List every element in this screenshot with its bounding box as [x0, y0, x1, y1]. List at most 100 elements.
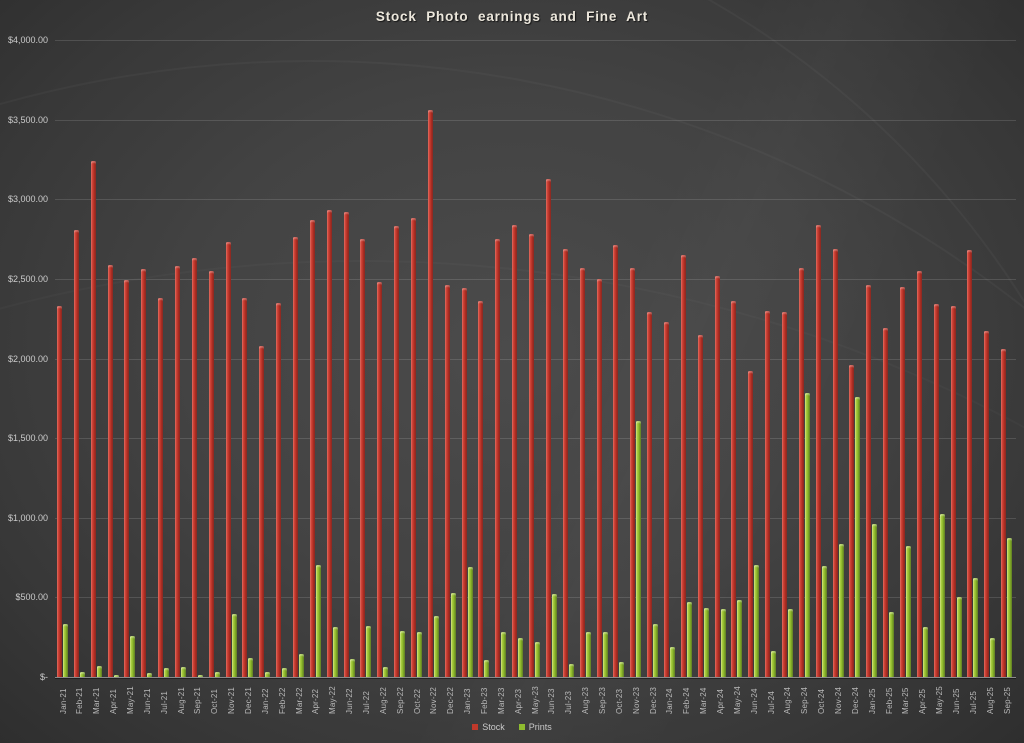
bar-prints	[619, 661, 625, 677]
x-axis-tick-label: Feb-24	[682, 687, 692, 714]
x-axis-tick-label: Jun-25	[952, 688, 962, 714]
bar-prints	[518, 637, 524, 677]
bar-stock	[933, 304, 939, 677]
bar-prints	[63, 624, 68, 677]
bar-prints	[400, 630, 406, 677]
gridline	[55, 199, 1016, 201]
bar-stock	[495, 239, 501, 677]
bar-stock	[832, 248, 838, 677]
x-axis-tick-label: Feb-25	[884, 687, 894, 714]
bar-stock	[242, 297, 248, 677]
gridline	[55, 438, 1016, 440]
bar-prints	[602, 632, 608, 677]
x-axis-tick-label: Oct-24	[817, 688, 827, 714]
bar-stock	[259, 345, 265, 677]
x-axis-tick-label: Dec-21	[243, 687, 253, 714]
bar-stock	[815, 224, 821, 677]
x-axis-tick-label: Jul-23	[564, 691, 574, 714]
bar-prints	[973, 578, 979, 677]
y-axis-tick-label: $3,000.00	[7, 194, 48, 205]
bar-prints	[551, 594, 557, 677]
y-axis-tick-label: $1,500.00	[7, 433, 48, 444]
x-axis-tick-label: Apr-25	[918, 688, 928, 714]
bar-prints	[771, 650, 777, 677]
x-axis-tick-label: Jun-21	[142, 688, 152, 714]
bar-stock	[529, 234, 535, 677]
bar-prints	[990, 637, 996, 677]
bar-stock	[916, 270, 922, 677]
x-axis-tick-label: Feb-21	[75, 687, 85, 714]
bar-stock	[613, 245, 619, 677]
y-axis-tick-label: $2,500.00	[7, 273, 48, 284]
chart-title: Stock Photo earnings and Fine Art	[375, 9, 649, 24]
bar-prints	[113, 675, 119, 677]
bar-prints	[939, 513, 945, 677]
bar-prints	[366, 626, 372, 677]
bar-stock	[427, 110, 433, 677]
bar-prints	[568, 664, 574, 677]
x-axis-tick-label: Jan-24	[665, 688, 675, 714]
x-axis-tick-label: Jul-25	[968, 691, 978, 714]
x-axis-tick-label: Mar-22	[294, 687, 304, 714]
bar-stock	[798, 267, 804, 677]
bar-stock	[107, 264, 113, 677]
bar-stock	[124, 280, 130, 677]
x-axis-tick-label: Apr-24	[716, 688, 726, 714]
x-axis-tick-label: Nov-22	[429, 687, 439, 714]
bar-stock	[849, 364, 855, 677]
bar-prints	[96, 665, 102, 677]
bar-prints	[79, 672, 85, 677]
x-axis-tick-label: Jan-25	[867, 688, 877, 714]
bar-prints	[197, 674, 203, 677]
bar-stock	[208, 270, 214, 677]
bar-stock	[73, 229, 79, 677]
bar-prints	[686, 602, 692, 677]
bar-prints	[484, 660, 490, 677]
x-axis-tick-label: Mar-21	[92, 687, 102, 714]
bar-prints	[585, 631, 591, 677]
x-axis-tick-label: Nov-23	[631, 687, 641, 714]
bar-prints	[720, 608, 726, 677]
bar-stock	[141, 269, 147, 677]
bar-prints	[653, 623, 659, 677]
bar-prints	[1007, 538, 1013, 677]
bar-prints	[164, 668, 170, 677]
bar-prints	[450, 592, 456, 677]
x-axis-tick-label: Feb-23	[479, 687, 489, 714]
bar-stock	[326, 210, 332, 677]
x-axis-tick-label: Feb-22	[277, 687, 287, 714]
bar-stock	[579, 267, 585, 677]
bar-stock	[343, 211, 349, 677]
bar-stock	[596, 278, 602, 677]
bar-stock	[175, 266, 181, 677]
bar-stock	[731, 301, 737, 677]
stock-legend-swatch	[472, 724, 479, 730]
bar-stock	[781, 312, 787, 677]
x-axis-tick-label: Nov-21	[227, 687, 237, 714]
y-axis-tick-label: $1,000.00	[7, 512, 48, 523]
x-axis-tick-label: May-22	[328, 686, 338, 714]
bar-stock	[748, 371, 754, 677]
bar-prints	[922, 626, 928, 677]
y-axis-tick-label: $500.00	[15, 592, 48, 603]
x-axis-tick-label: May-23	[530, 686, 540, 714]
x-axis-tick-label: Mar-23	[496, 687, 506, 714]
gridline	[55, 597, 1016, 599]
bar-prints	[214, 672, 220, 677]
bar-prints	[787, 609, 793, 677]
bar-stock	[276, 302, 282, 677]
bar-stock	[394, 226, 400, 677]
bar-stock	[158, 297, 164, 677]
bar-prints	[248, 657, 254, 677]
bar-stock	[377, 282, 383, 677]
bar-stock	[967, 250, 973, 677]
x-axis-tick-label: May-21	[125, 686, 135, 714]
bar-stock	[1001, 348, 1007, 677]
bar-stock	[984, 331, 990, 677]
bar-prints	[433, 616, 439, 677]
bar-stock	[866, 285, 872, 677]
bar-stock	[444, 285, 450, 677]
x-axis-tick-label: Aug-23	[581, 687, 591, 714]
bar-stock	[293, 237, 299, 677]
bar-stock	[899, 286, 905, 677]
